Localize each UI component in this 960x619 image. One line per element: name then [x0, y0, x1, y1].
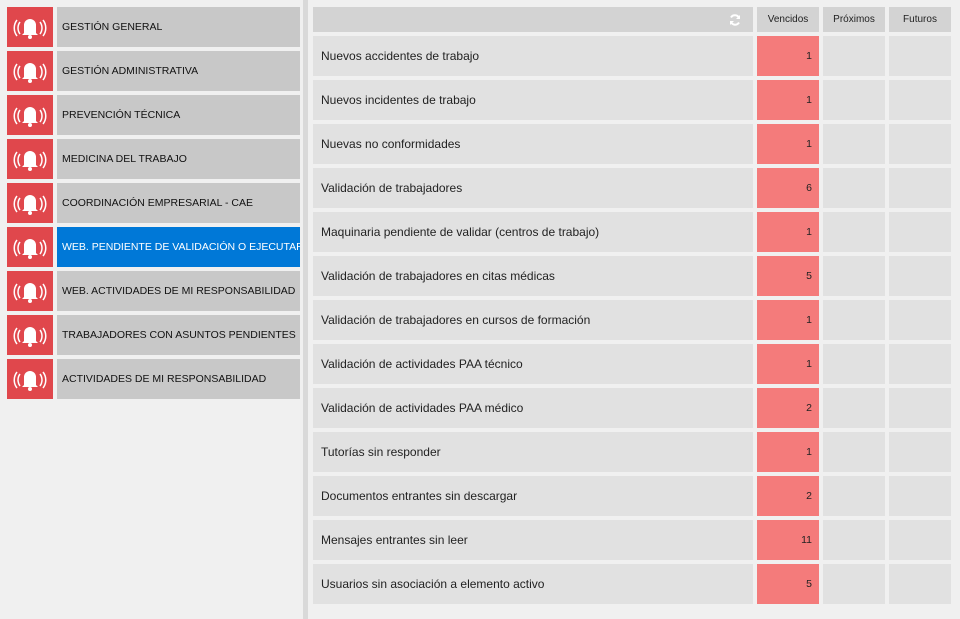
- menu-item[interactable]: WEB. PENDIENTE DE VALIDACIÓN O EJECUTAR: [57, 227, 300, 267]
- row-label[interactable]: Usuarios sin asociación a elemento activ…: [313, 564, 753, 604]
- overdue-count[interactable]: 1: [757, 344, 819, 384]
- menu-item[interactable]: PREVENCIÓN TÉCNICA: [57, 95, 300, 135]
- row-label[interactable]: Documentos entrantes sin descargar: [313, 476, 753, 516]
- column-header: Vencidos: [757, 7, 819, 32]
- upcoming-cell: [823, 212, 885, 252]
- upcoming-cell: [823, 476, 885, 516]
- row-label[interactable]: Validación de actividades PAA médico: [313, 388, 753, 428]
- future-cell: [889, 388, 951, 428]
- item-icon[interactable]: [7, 183, 53, 223]
- overdue-count[interactable]: 1: [757, 80, 819, 120]
- overdue-count[interactable]: 2: [757, 388, 819, 428]
- overdue-count[interactable]: 2: [757, 476, 819, 516]
- row-label[interactable]: Maquinaria pendiente de validar (centros…: [313, 212, 753, 252]
- row-label[interactable]: Validación de trabajadores en citas médi…: [313, 256, 753, 296]
- row-label[interactable]: Tutorías sin responder: [313, 432, 753, 472]
- refresh-icon[interactable]: [728, 13, 742, 27]
- item-icon[interactable]: [7, 95, 53, 135]
- bell-icon: [13, 239, 47, 259]
- upcoming-cell: [823, 520, 885, 560]
- future-cell: [889, 80, 951, 120]
- upcoming-cell: [823, 80, 885, 120]
- row-label[interactable]: Nuevos incidentes de trabajo: [313, 80, 753, 120]
- item-icon[interactable]: [7, 7, 53, 47]
- bell-icon: [13, 283, 47, 303]
- upcoming-cell: [823, 168, 885, 208]
- menu-item[interactable]: MEDICINA DEL TRABAJO: [57, 139, 300, 179]
- header-blank: [313, 7, 753, 32]
- future-cell: [889, 520, 951, 560]
- menu-item[interactable]: GESTIÓN ADMINISTRATIVA: [57, 51, 300, 91]
- upcoming-cell: [823, 36, 885, 76]
- menu-item[interactable]: WEB. ACTIVIDADES DE MI RESPONSABILIDAD: [57, 271, 300, 311]
- item-icon[interactable]: [7, 139, 53, 179]
- menu-item[interactable]: GESTIÓN GENERAL: [57, 7, 300, 47]
- overdue-count[interactable]: 5: [757, 256, 819, 296]
- bell-icon: [13, 327, 47, 347]
- future-cell: [889, 476, 951, 516]
- bell-icon: [13, 107, 47, 127]
- column-header: Próximos: [823, 7, 885, 32]
- menu-item[interactable]: ACTIVIDADES DE MI RESPONSABILIDAD: [57, 359, 300, 399]
- row-label[interactable]: Nuevas no conformidades: [313, 124, 753, 164]
- upcoming-cell: [823, 124, 885, 164]
- overdue-count[interactable]: 6: [757, 168, 819, 208]
- row-label[interactable]: Validación de actividades PAA técnico: [313, 344, 753, 384]
- upcoming-cell: [823, 432, 885, 472]
- future-cell: [889, 124, 951, 164]
- future-cell: [889, 432, 951, 472]
- future-cell: [889, 564, 951, 604]
- row-label[interactable]: Validación de trabajadores: [313, 168, 753, 208]
- future-cell: [889, 256, 951, 296]
- upcoming-cell: [823, 256, 885, 296]
- bell-icon: [13, 195, 47, 215]
- overdue-count[interactable]: 5: [757, 564, 819, 604]
- item-icon[interactable]: [7, 271, 53, 311]
- splitter: [303, 0, 308, 619]
- bell-icon: [13, 19, 47, 39]
- overdue-count[interactable]: 1: [757, 124, 819, 164]
- overdue-count[interactable]: 11: [757, 520, 819, 560]
- future-cell: [889, 344, 951, 384]
- item-icon[interactable]: [7, 51, 53, 91]
- overdue-count[interactable]: 1: [757, 36, 819, 76]
- future-cell: [889, 36, 951, 76]
- future-cell: [889, 300, 951, 340]
- column-header: Futuros: [889, 7, 951, 32]
- row-label[interactable]: Nuevos accidentes de trabajo: [313, 36, 753, 76]
- bell-icon: [13, 151, 47, 171]
- overdue-count[interactable]: 1: [757, 300, 819, 340]
- menu-item[interactable]: COORDINACIÓN EMPRESARIAL - CAE: [57, 183, 300, 223]
- row-label[interactable]: Validación de trabajadores en cursos de …: [313, 300, 753, 340]
- overdue-count[interactable]: 1: [757, 212, 819, 252]
- item-icon[interactable]: [7, 359, 53, 399]
- upcoming-cell: [823, 564, 885, 604]
- item-icon[interactable]: [7, 227, 53, 267]
- bell-icon: [13, 63, 47, 83]
- future-cell: [889, 212, 951, 252]
- overdue-count[interactable]: 1: [757, 432, 819, 472]
- upcoming-cell: [823, 344, 885, 384]
- menu-item[interactable]: TRABAJADORES CON ASUNTOS PENDIENTES: [57, 315, 300, 355]
- upcoming-cell: [823, 300, 885, 340]
- future-cell: [889, 168, 951, 208]
- item-icon[interactable]: [7, 315, 53, 355]
- row-label[interactable]: Mensajes entrantes sin leer: [313, 520, 753, 560]
- bell-icon: [13, 371, 47, 391]
- upcoming-cell: [823, 388, 885, 428]
